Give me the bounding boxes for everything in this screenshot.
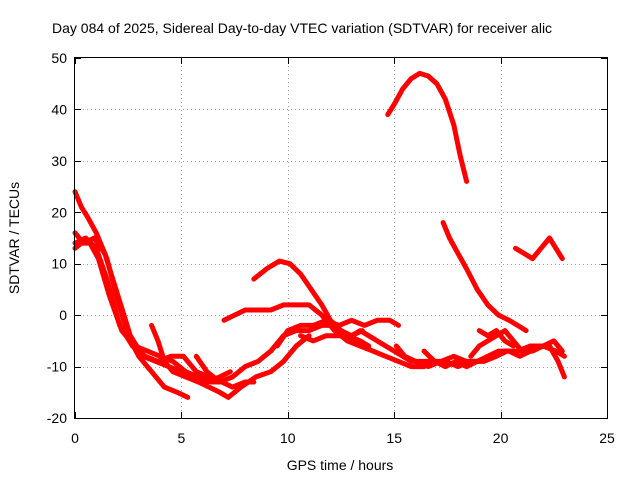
series-group [72,70,567,400]
y-tick-label: 50 [51,50,67,66]
y-tick-label: 20 [51,204,67,220]
y-tick-label: 0 [59,307,67,323]
x-tick-labels: 0 5 10 15 20 25 [71,430,615,446]
chart-title: Day 084 of 2025, Sidereal Day-to-day VTE… [52,20,552,36]
plot-frame [74,57,608,419]
x-tick-label: 10 [280,430,296,446]
series-line-arc-9 [274,317,401,349]
x-tick-label: 15 [386,430,402,446]
x-tick-label: 25 [599,430,615,446]
series-line-arc-5 [149,322,312,400]
series-line-arc-3 [72,235,223,385]
y-tick-label: 40 [51,101,67,117]
series-line-arc-17 [513,235,565,262]
x-tick-label: 20 [493,430,509,446]
grid-lines [75,58,607,418]
y-tick-label: -10 [47,359,67,375]
y-tick-label: -20 [47,410,67,426]
series-line-arc-15 [468,328,565,359]
y-tick-label: 10 [51,256,67,272]
y-tick-label: 30 [51,153,67,169]
series-line-arc-16 [476,328,516,349]
axis-ticks [75,58,608,419]
x-tick-label: 0 [71,430,79,446]
series-line-arc-4 [72,240,257,390]
x-axis-label: GPS time / hours [287,457,394,473]
y-tick-labels: 50 40 30 20 10 0 -10 -20 [47,50,67,426]
series-line-arc-12 [440,220,529,334]
series-line-arc-11 [385,70,470,184]
series-line-arc-8 [251,258,365,339]
y-axis-label: SDTVAR / TECUs [6,182,22,294]
x-tick-label: 5 [178,430,186,446]
